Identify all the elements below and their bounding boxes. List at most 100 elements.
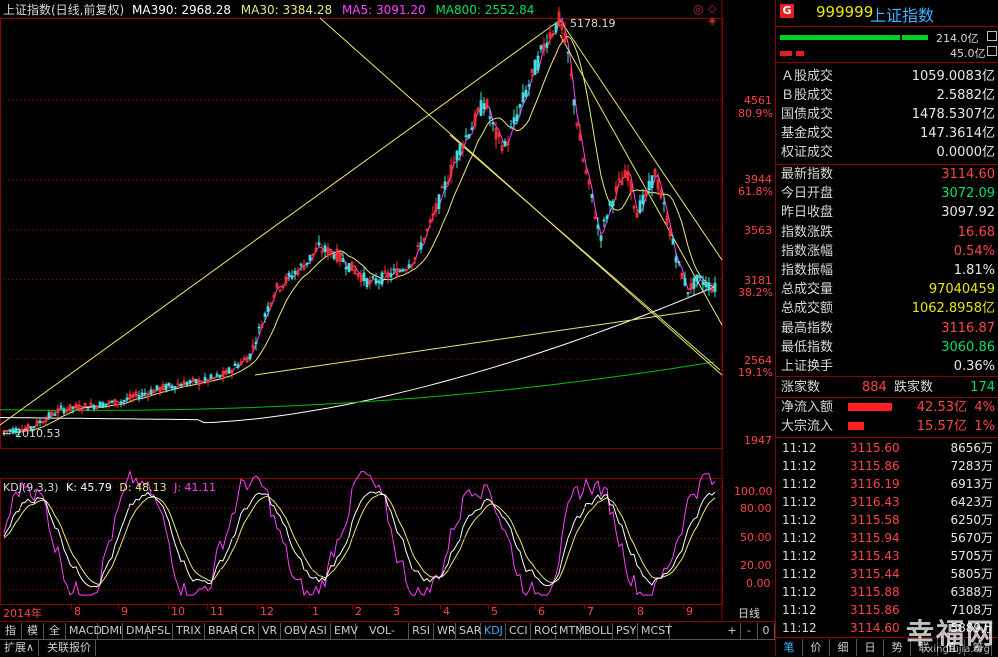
candle-body [413,256,417,261]
indicator-tab[interactable]: TRIX [173,623,205,639]
side-tab[interactable]: 联 [911,639,938,656]
month-tick [309,605,310,609]
breadth-row: 涨家数 884 跌家数 174 [778,378,997,397]
candle-body [515,114,519,122]
candle-body [77,404,81,411]
indicator-tab[interactable]: OBV [281,623,307,639]
candle-body [323,245,327,253]
side-tab[interactable]: 价 [803,639,830,656]
candle-body [185,382,189,386]
indicator-tab[interactable]: BOLL [581,623,613,639]
side-tab[interactable]: 势 [884,639,911,656]
indicator-tab[interactable]: DMA [123,623,152,639]
tick-price: 3115.88 [850,585,900,599]
side-tab[interactable]: 细 [830,639,857,656]
candle-body [656,179,660,190]
candle-body [164,384,168,391]
zoom-control[interactable]: + [724,623,741,639]
candle-body [218,374,222,378]
candle-body [182,380,186,387]
checkbox-icon[interactable] [987,31,997,41]
chart-title: 上证指数(日线,前复权) [3,3,125,17]
tick-volume: 5670万 [950,531,993,545]
target-icon[interactable]: ◎ [693,2,704,16]
candle-body [143,392,147,395]
indicator-tab[interactable]: SAR [456,623,481,639]
indicator-tab[interactable]: CCI [506,623,531,639]
indicator-tab[interactable]: 指标 [0,623,22,653]
turnover-label: 权证成交 [781,145,834,160]
candle-body [620,180,624,186]
candle-body [617,178,621,181]
stat-value: 3116.87 [941,320,995,336]
indicator-tab[interactable]: ASI [306,623,331,639]
indicator-tab[interactable]: 模板 [22,623,44,653]
month-label: 9 [121,605,128,618]
indicator-tab[interactable]: VOL-TDX [356,623,409,653]
period-label[interactable]: 日线 [738,607,760,620]
indicator-tab[interactable]: PSY [613,623,638,639]
candle-body [407,264,411,269]
month-tick [440,605,441,609]
collapse-icon[interactable]: ◈ [708,14,717,27]
fib-80-9: 80.9% [738,107,773,120]
candle-body [530,68,534,73]
indicator-tab[interactable]: RSI [409,623,434,639]
indicator-tab[interactable]: 全部 [44,623,66,653]
expand-icon[interactable]: ◇ [708,2,717,15]
price-axis-3181: 3181 [744,274,772,287]
tick-volume: 6388万 [950,585,993,599]
indicator-tab[interactable]: ROC [531,623,558,639]
trend-line [449,134,721,371]
tick-time: 11:12 [782,495,817,509]
zoom-control[interactable]: - [741,623,758,639]
indicator-tab[interactable]: WR [434,623,456,639]
indicator-tab[interactable]: DMI [98,623,123,639]
quote-panel: G 999999 上证指数 214.0亿 45.0亿 Ａ股成交 1059.0083… [775,0,998,656]
side-tab[interactable]: 日 [857,639,884,656]
candle-body [209,374,213,379]
candle-body [263,313,267,317]
kline-chart[interactable]: 上证指数(日线,前复权) MA390: 2968.28 MA30: 3384.2… [0,0,775,620]
buy-volume-bar [780,35,900,40]
zoom-control[interactable]: 0 [758,623,775,639]
side-tab[interactable]: 筹 [965,639,992,656]
candle-body [707,282,711,291]
indicator-tab[interactable]: KDJ [481,623,506,639]
candle-body [236,364,240,369]
tick-price: 3115.94 [850,531,900,545]
price-axis-4561: 4561 [744,94,772,107]
trend-line [0,19,561,426]
tick-row: 11:12 3115.88 6388万 [778,583,997,601]
buy-volume-value: 214.0亿 [936,32,979,45]
stat-row: 最高指数 3116.87 [778,319,997,338]
candle-body [365,278,369,288]
indicator-tab[interactable]: BRAR [205,623,238,639]
indicator-tab[interactable]: VR [259,623,281,639]
candle-body [248,353,252,360]
flow-bar [848,422,864,430]
candle-body [377,280,381,284]
expand-tab[interactable]: 扩展∧ [0,640,40,656]
side-tab[interactable]: 值 [938,639,965,656]
candle-body [431,213,435,217]
flow-pct: 1% [974,419,995,434]
month-tick [257,605,258,609]
month-tick [71,605,72,609]
ma30-value: MA30: 3384.28 [240,3,333,17]
related-quote-tab[interactable]: 关联报价 [43,640,96,656]
indicator-tab[interactable]: MTM [556,623,585,639]
candle-body [305,262,309,265]
indicator-tab[interactable]: CR [237,623,259,639]
indicator-tab[interactable]: FSL [148,623,173,639]
turnover-row: 权证成交 0.0000亿 [778,143,997,162]
side-tab[interactable]: 笔 [776,639,803,656]
month-label: 8 [637,605,644,618]
indicator-tab[interactable]: MACD [66,623,102,639]
candle-body [149,389,153,395]
candle-body [158,387,162,393]
candle-body [572,99,576,106]
indicator-tab[interactable]: MCST [638,623,672,639]
indicator-tab[interactable]: EMV [331,623,358,639]
checkbox-icon-2[interactable] [987,46,997,56]
